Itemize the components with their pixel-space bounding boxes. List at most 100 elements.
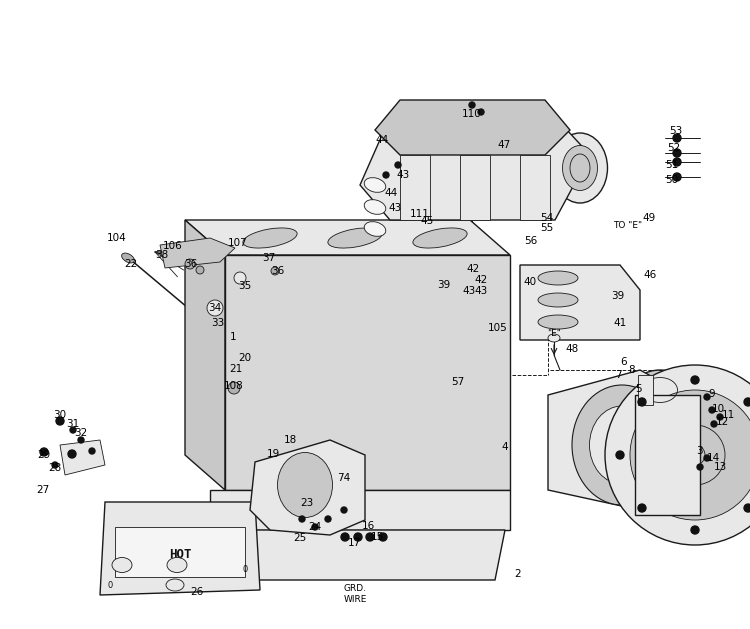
Circle shape bbox=[207, 300, 223, 316]
Text: 25: 25 bbox=[293, 533, 307, 543]
Circle shape bbox=[709, 407, 715, 413]
Bar bbox=[635, 395, 700, 515]
Circle shape bbox=[354, 533, 362, 541]
Text: 27: 27 bbox=[36, 485, 50, 495]
Circle shape bbox=[56, 417, 64, 425]
Ellipse shape bbox=[166, 579, 184, 591]
Text: 15: 15 bbox=[370, 532, 383, 542]
Text: 49: 49 bbox=[642, 213, 656, 223]
Polygon shape bbox=[185, 220, 510, 255]
Circle shape bbox=[185, 259, 195, 269]
Text: 45: 45 bbox=[420, 216, 434, 226]
Ellipse shape bbox=[572, 385, 672, 505]
Text: 40: 40 bbox=[524, 277, 536, 287]
Bar bbox=[115, 527, 245, 577]
Circle shape bbox=[704, 455, 710, 461]
Text: 24: 24 bbox=[308, 522, 322, 532]
Text: 33: 33 bbox=[211, 318, 225, 328]
Text: HOT: HOT bbox=[169, 548, 191, 562]
Circle shape bbox=[638, 398, 646, 406]
Text: 110: 110 bbox=[462, 109, 482, 119]
Text: 37: 37 bbox=[262, 253, 276, 263]
Ellipse shape bbox=[538, 271, 578, 285]
Circle shape bbox=[70, 427, 76, 433]
Text: 54: 54 bbox=[540, 213, 554, 223]
Circle shape bbox=[605, 365, 750, 545]
Circle shape bbox=[673, 134, 681, 142]
Text: 17: 17 bbox=[347, 538, 361, 548]
Ellipse shape bbox=[112, 557, 132, 572]
Circle shape bbox=[630, 390, 750, 520]
Circle shape bbox=[673, 158, 681, 166]
Text: 14: 14 bbox=[706, 453, 720, 463]
Text: 39: 39 bbox=[611, 291, 625, 301]
Text: 57: 57 bbox=[452, 377, 464, 387]
Ellipse shape bbox=[553, 133, 608, 203]
Text: 10: 10 bbox=[712, 404, 724, 414]
Text: 23: 23 bbox=[300, 498, 313, 508]
Ellipse shape bbox=[548, 334, 560, 342]
Text: 3: 3 bbox=[696, 446, 702, 456]
Text: 43: 43 bbox=[462, 286, 476, 296]
Bar bbox=[460, 155, 490, 220]
Text: GRD.
WIRE: GRD. WIRE bbox=[344, 584, 367, 604]
Bar bbox=[638, 375, 653, 405]
Circle shape bbox=[234, 272, 246, 284]
Ellipse shape bbox=[562, 145, 598, 191]
Ellipse shape bbox=[364, 221, 386, 237]
Text: 0: 0 bbox=[242, 565, 248, 574]
Text: 48: 48 bbox=[566, 344, 579, 354]
Text: 31: 31 bbox=[66, 419, 80, 429]
Circle shape bbox=[469, 102, 475, 108]
Text: 52: 52 bbox=[668, 143, 681, 153]
Text: 44: 44 bbox=[384, 188, 398, 198]
Text: 30: 30 bbox=[53, 410, 67, 420]
Circle shape bbox=[383, 172, 389, 178]
Circle shape bbox=[196, 266, 204, 274]
Text: 53: 53 bbox=[669, 126, 682, 136]
Text: 8: 8 bbox=[628, 365, 635, 375]
Circle shape bbox=[744, 398, 750, 406]
Text: 18: 18 bbox=[284, 435, 296, 445]
Ellipse shape bbox=[122, 253, 134, 263]
Circle shape bbox=[673, 149, 681, 157]
Text: 28: 28 bbox=[48, 463, 62, 473]
Polygon shape bbox=[60, 440, 105, 475]
Circle shape bbox=[228, 382, 240, 394]
Circle shape bbox=[379, 533, 387, 541]
Text: 43: 43 bbox=[388, 203, 402, 213]
Bar bbox=[400, 155, 430, 220]
Circle shape bbox=[89, 448, 95, 454]
Text: eReplacementParts.com: eReplacementParts.com bbox=[308, 335, 442, 345]
Circle shape bbox=[341, 507, 347, 513]
Text: 22: 22 bbox=[124, 259, 138, 269]
Text: 43: 43 bbox=[396, 170, 410, 180]
Text: 42: 42 bbox=[466, 264, 480, 274]
Text: 4: 4 bbox=[502, 442, 509, 452]
Ellipse shape bbox=[538, 315, 578, 329]
Text: "E": "E" bbox=[547, 328, 561, 338]
Circle shape bbox=[40, 448, 48, 456]
Ellipse shape bbox=[632, 370, 688, 410]
Circle shape bbox=[691, 376, 699, 384]
Text: 12: 12 bbox=[716, 417, 728, 427]
Text: 55: 55 bbox=[540, 223, 554, 233]
Text: 5: 5 bbox=[636, 384, 642, 394]
Polygon shape bbox=[215, 530, 505, 580]
Text: 111: 111 bbox=[410, 209, 430, 219]
Circle shape bbox=[697, 464, 703, 470]
Ellipse shape bbox=[364, 177, 386, 192]
Circle shape bbox=[395, 162, 401, 168]
Circle shape bbox=[717, 414, 723, 420]
Text: 74: 74 bbox=[338, 473, 350, 483]
Text: 11: 11 bbox=[722, 410, 734, 420]
Polygon shape bbox=[250, 440, 365, 535]
Text: 29: 29 bbox=[38, 450, 51, 460]
Ellipse shape bbox=[243, 228, 297, 248]
Text: 16: 16 bbox=[362, 521, 375, 531]
Circle shape bbox=[68, 450, 76, 458]
Text: 44: 44 bbox=[375, 135, 388, 145]
Text: 34: 34 bbox=[209, 303, 222, 313]
Ellipse shape bbox=[328, 228, 382, 248]
Text: 2: 2 bbox=[514, 569, 521, 579]
